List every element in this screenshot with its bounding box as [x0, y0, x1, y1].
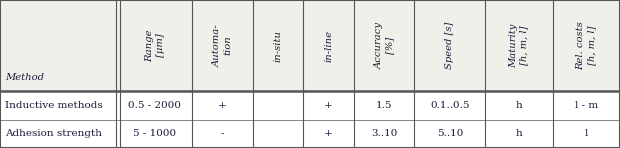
Bar: [0, 91, 620, 148]
Text: 5..10: 5..10: [436, 129, 463, 138]
Text: l - m: l - m: [575, 101, 598, 110]
Text: +: +: [324, 129, 333, 138]
Text: 1.5: 1.5: [376, 101, 392, 110]
Text: l: l: [585, 129, 588, 138]
Text: Speed [s]: Speed [s]: [445, 22, 454, 69]
Text: -: -: [221, 129, 224, 138]
Text: +: +: [324, 101, 333, 110]
Text: +: +: [218, 101, 227, 110]
Text: Method: Method: [5, 73, 44, 82]
Text: Inductive methods: Inductive methods: [5, 101, 103, 110]
Text: Accuracy
[%]: Accuracy [%]: [374, 22, 394, 69]
Text: Automa-
tion: Automa- tion: [213, 24, 232, 67]
Text: 5 - 1000: 5 - 1000: [133, 129, 177, 138]
Text: 0.5 - 2000: 0.5 - 2000: [128, 101, 182, 110]
Text: Adhesion strength: Adhesion strength: [5, 129, 102, 138]
Bar: [0, 0, 620, 91]
Text: in-line: in-line: [324, 29, 333, 62]
Text: 3..10: 3..10: [371, 129, 397, 138]
Text: Rel. costs
[h, m, l]: Rel. costs [h, m, l]: [577, 21, 596, 70]
Text: in-situ: in-situ: [273, 29, 283, 62]
Text: h: h: [516, 101, 522, 110]
Text: Range
[μm]: Range [μm]: [145, 29, 165, 62]
Text: h: h: [516, 129, 522, 138]
Text: 0.1..0.5: 0.1..0.5: [430, 101, 469, 110]
Text: Maturity
[h, m, l]: Maturity [h, m, l]: [509, 23, 529, 68]
